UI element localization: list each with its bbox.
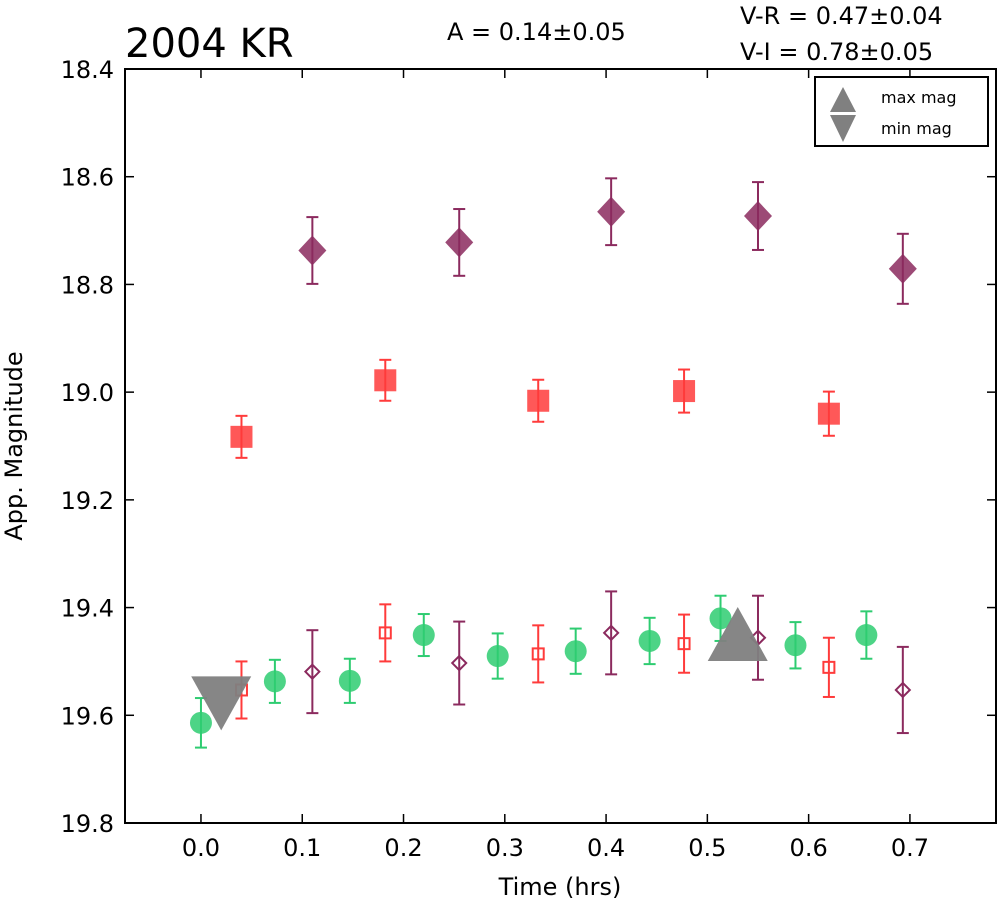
y-tick-label: 18.8	[61, 271, 114, 299]
min-mag-marker	[191, 676, 252, 731]
legend-min-mag-marker	[830, 115, 856, 142]
data-point-circle	[638, 629, 661, 652]
data-point-circle	[784, 634, 807, 657]
data-point-diamond	[597, 196, 626, 227]
legend-max-mag-marker	[830, 87, 856, 112]
data-point-diamond	[743, 201, 772, 232]
x-tick-label: 0.6	[790, 834, 828, 862]
data-point-circle	[189, 711, 212, 734]
x-tick-label: 0.3	[486, 834, 524, 862]
y-tick-label: 18.6	[61, 164, 114, 192]
data-point-square	[817, 402, 840, 425]
v-i-color-annotation: V-I = 0.78±0.05	[740, 38, 933, 66]
data-point-diamond	[298, 235, 327, 266]
v-r-color-annotation: V-R = 0.47±0.04	[740, 2, 943, 30]
data-point-circle	[263, 670, 286, 693]
y-tick-label: 19.8	[61, 810, 114, 838]
x-tick-label: 0.2	[384, 834, 422, 862]
data-point-square	[230, 425, 253, 448]
chart-title: 2004 KR	[125, 21, 294, 67]
data-point-open-square	[378, 626, 392, 640]
data-point-circle	[855, 624, 878, 647]
y-tick-label: 19.6	[61, 702, 114, 730]
max-mag-marker	[707, 606, 768, 661]
data-point-square	[374, 369, 397, 392]
data-point-circle	[412, 624, 435, 647]
amplitude-annotation: A = 0.14±0.05	[447, 18, 626, 46]
legend-min-mag-label: min mag	[881, 119, 952, 138]
data-point-circle	[709, 607, 732, 630]
data-point-circle	[564, 640, 587, 663]
data-point-open-square	[822, 660, 836, 674]
data-point-open-square	[677, 637, 691, 651]
data-point-open-diamond	[303, 663, 321, 681]
legend: max mag min mag	[814, 76, 989, 147]
data-point-open-diamond	[894, 681, 912, 699]
plot-frame	[124, 68, 997, 824]
data-point-diamond	[888, 253, 917, 284]
y-tick-label: 19.0	[61, 379, 114, 407]
y-tick-label: 18.4	[61, 56, 114, 84]
y-tick-label: 19.4	[61, 595, 114, 623]
x-tick-label: 0.5	[688, 834, 726, 862]
x-tick-label: 0.7	[891, 834, 929, 862]
data-point-diamond	[445, 227, 474, 258]
x-tick-label: 0.4	[587, 834, 625, 862]
data-point-open-diamond	[450, 654, 468, 672]
data-point-circle	[338, 669, 361, 692]
x-tick-label: 0.0	[182, 834, 220, 862]
data-point-circle	[486, 645, 509, 668]
data-point-open-diamond	[602, 624, 620, 642]
data-point-square	[527, 389, 550, 412]
data-point-open-square	[531, 647, 545, 661]
y-tick-label: 19.2	[61, 487, 114, 515]
x-tick-label: 0.1	[283, 834, 321, 862]
legend-max-mag-label: max mag	[881, 88, 957, 107]
y-axis-label: App. Magnitude	[0, 351, 28, 540]
data-point-square	[673, 380, 696, 403]
x-axis-label: Time (hrs)	[498, 873, 622, 901]
